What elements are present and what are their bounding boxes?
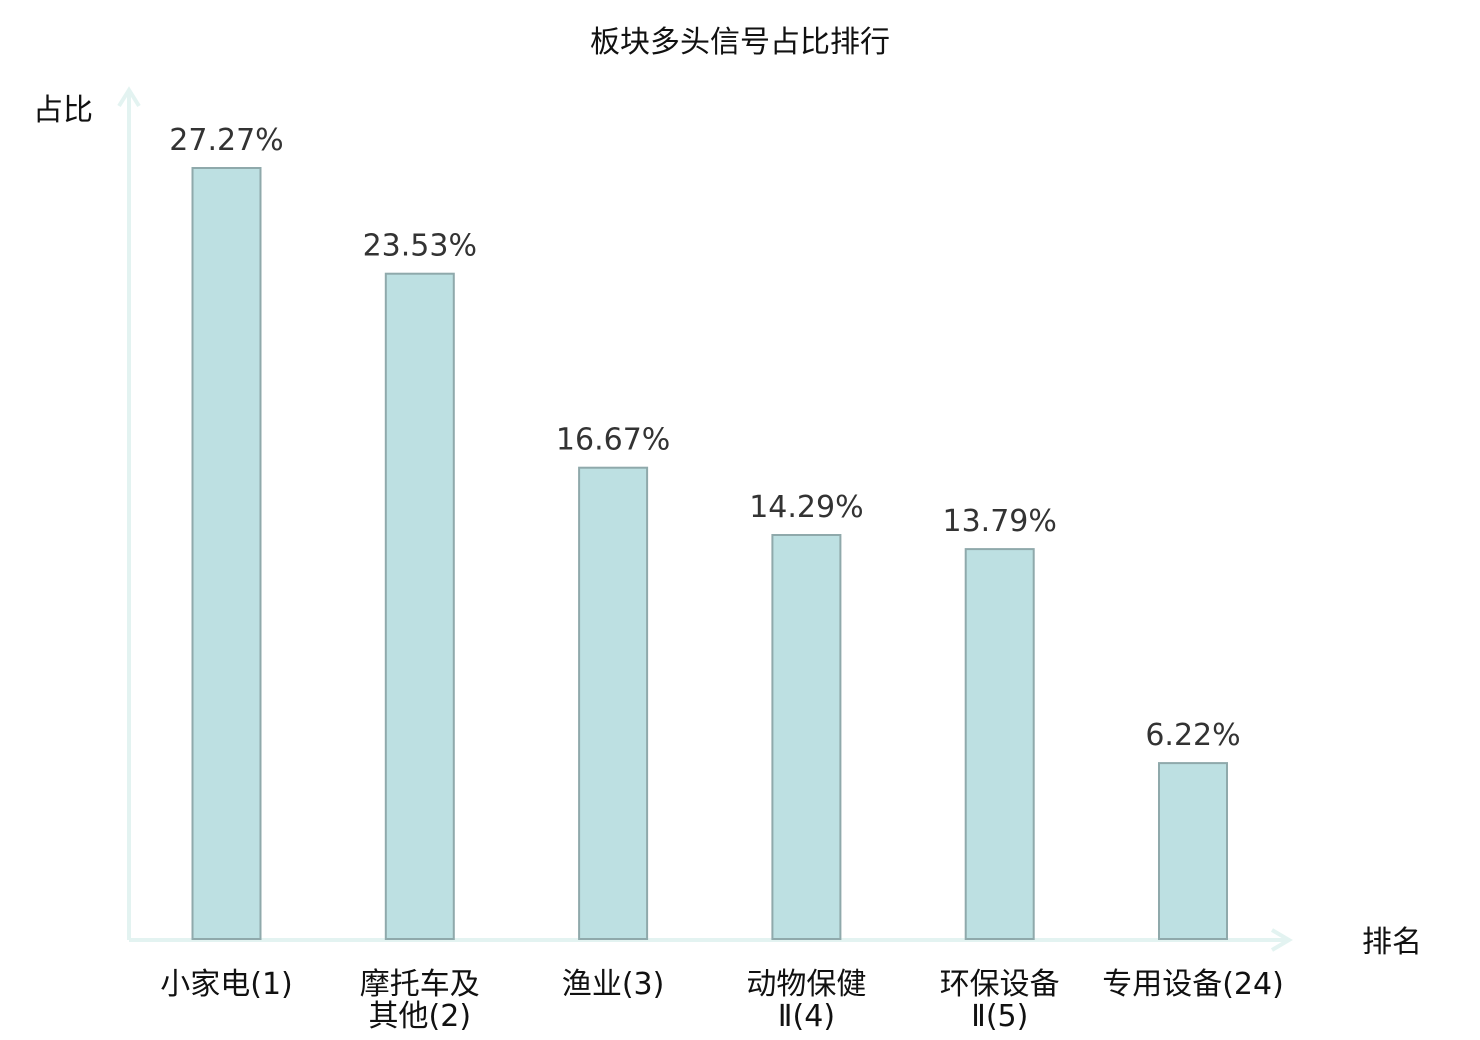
category-label-3: 渔业(3) — [562, 967, 665, 1002]
value-label-5: 13.79% — [943, 504, 1057, 539]
category-label-5: 环保设备 Ⅱ(5) — [940, 967, 1060, 1034]
value-label-2: 23.53% — [363, 229, 477, 264]
bar-5 — [964, 548, 1035, 940]
x-axis-arrow — [1270, 928, 1293, 952]
category-label-line: 摩托车及 — [360, 967, 480, 1002]
category-label-line: 专用设备(24) — [1102, 967, 1284, 1002]
category-label-line: 动物保健 — [746, 967, 866, 1002]
value-label-6: 6.22% — [1145, 718, 1240, 753]
value-label-3: 16.67% — [556, 423, 670, 458]
bar-3 — [578, 466, 649, 940]
category-label-4: 动物保健 Ⅱ(4) — [746, 967, 866, 1034]
category-label-line: Ⅱ(4) — [778, 999, 835, 1034]
bars-group — [191, 167, 1228, 940]
bar-6 — [1158, 762, 1228, 940]
value-labels-group: 27.27% 23.53% 16.67% 14.29% 13.79% 6.22% — [169, 123, 1240, 753]
category-label-1: 小家电(1) — [160, 967, 293, 1002]
category-label-line: Ⅱ(5) — [971, 999, 1028, 1034]
category-label-line: 小家电(1) — [160, 967, 293, 1002]
x-axis-label: 排名 — [1362, 925, 1422, 960]
category-label-line: 其他(2) — [369, 999, 472, 1034]
value-label-1: 27.27% — [169, 123, 283, 158]
category-label-line: 渔业(3) — [562, 967, 665, 1002]
category-label-6: 专用设备(24) — [1102, 967, 1284, 1002]
category-label-2: 摩托车及其他(2) — [360, 967, 480, 1034]
bar-2 — [384, 272, 455, 940]
bar-1 — [191, 167, 262, 940]
value-label-4: 14.29% — [749, 490, 863, 525]
category-label-line: 环保设备 — [940, 967, 1060, 1002]
y-axis-arrow — [117, 86, 141, 108]
category-labels-group: 小家电(1) 摩托车及其他(2) 渔业(3) 动物保健 Ⅱ(4) 环保设备 Ⅱ(5) 专用设备… — [160, 967, 1284, 1034]
y-axis-label: 占比 — [33, 93, 93, 128]
bar-4 — [771, 534, 842, 940]
chart-title: 板块多头信号占比排行 — [590, 25, 890, 60]
